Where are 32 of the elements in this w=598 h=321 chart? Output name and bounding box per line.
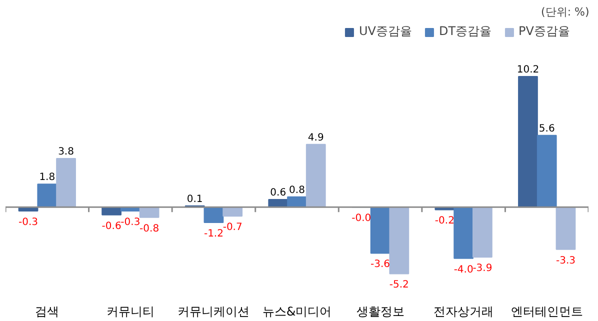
legend-label: PV증감율 [518,23,570,40]
data-label: -0.0 [352,213,372,224]
data-label: -0.8 [140,223,160,234]
data-label: 0.6 [270,188,286,199]
data-label: 0.8 [289,184,305,196]
x-tick-label: 생활정보 [356,304,404,318]
data-label: -0.3 [18,216,38,228]
legend-label: UV증감율 [358,23,412,40]
x-tick-label: 커뮤니티 [106,304,154,318]
x-tick-label: 검색 [35,304,60,318]
data-label: -3.9 [472,263,492,274]
data-label: 0.1 [186,194,203,205]
data-label: 4.9 [308,132,324,144]
text: (단위: %) [541,6,590,18]
x-tick-label: 뉴스&미디어 [262,304,332,318]
data-label: 1.8 [39,172,56,184]
data-label: -0.6 [102,220,122,232]
x-tick-label: 커뮤니케이션 [178,304,250,318]
data-label: -0.2 [434,216,454,227]
data-label: 10.2 [516,64,540,76]
x-tick-label: 엔터테인먼트 [510,304,583,318]
data-label: -1.2 [204,228,224,240]
data-label: -0.3 [120,216,140,228]
x-tick-label: 전자상거래 [434,304,494,318]
legend-label: DT증감율 [438,23,492,40]
data-label: -0.7 [222,222,242,234]
data-label: -5.2 [389,280,409,291]
data-label: -3.6 [370,259,390,270]
data-label: 3.8 [58,146,74,158]
data-label: -4.0 [454,264,474,276]
data-label: 5.6 [538,123,555,134]
data-label: -3.3 [556,255,576,266]
